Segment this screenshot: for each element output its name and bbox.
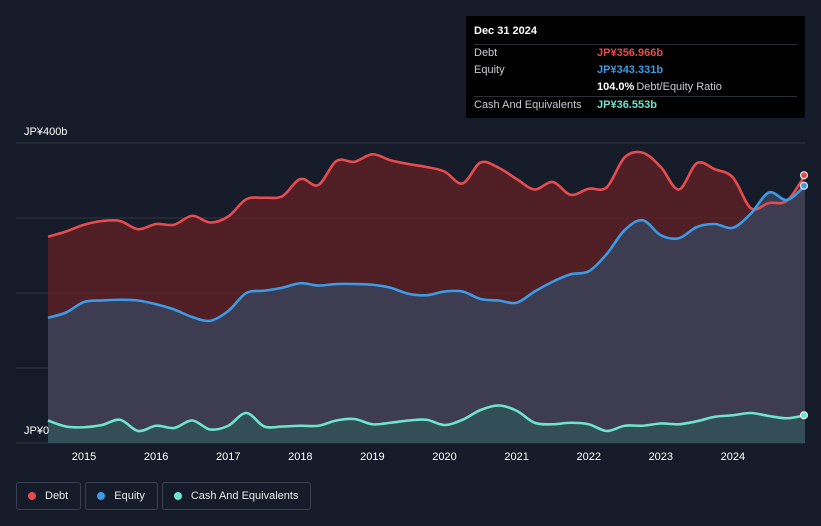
legend-dot-icon: [173, 492, 182, 500]
endpoint-equity: [800, 181, 808, 190]
tooltip-label: Equity: [474, 64, 505, 76]
line-cash-and-equivalents: [47, 404, 806, 433]
x-tick-label: 2021: [504, 451, 528, 463]
legend-item-cash[interactable]: Cash And Equivalents: [161, 482, 312, 510]
legend-label: Equity: [114, 490, 145, 502]
tooltip-row-cash: Cash And Equivalents JP¥36.553b: [474, 96, 797, 114]
tooltip-value: JP¥343.331b: [597, 64, 664, 76]
tooltip-row-equity: Equity JP¥343.331b: [474, 62, 797, 79]
area-equity: [48, 185, 805, 443]
x-tick-label: 2016: [144, 451, 168, 463]
tooltip-ratio-suffix: Debt/Equity Ratio: [636, 81, 722, 93]
legend-label: Cash And Equivalents: [190, 490, 299, 502]
x-tick-label: 2017: [216, 451, 240, 463]
legend: Debt Equity Cash And Equivalents: [16, 482, 312, 510]
tooltip-value: JP¥36.553b: [597, 99, 657, 111]
x-tick-label: 2018: [288, 451, 312, 463]
legend-dot-icon: [97, 492, 106, 500]
x-tick-label: 2022: [576, 451, 600, 463]
x-tick-label: 2020: [432, 451, 456, 463]
x-tick-label: 2023: [649, 451, 673, 463]
legend-item-debt[interactable]: Debt: [16, 482, 82, 510]
line-equity: [47, 184, 806, 323]
legend-label: Debt: [45, 490, 69, 502]
legend-item-equity[interactable]: Equity: [85, 482, 158, 510]
y-tick-label-top: JP¥400b: [24, 126, 68, 138]
y-tick-label-bottom: JP¥0: [24, 425, 50, 437]
tooltip-label: [474, 79, 597, 96]
endpoint-cash-and-equivalents: [800, 411, 808, 420]
tooltip-label: Cash And Equivalents: [474, 99, 582, 111]
legend-dot-icon: [28, 492, 36, 500]
tooltip-row-debt: Debt JP¥356.966b: [474, 44, 797, 62]
x-tick-label: 2024: [721, 451, 745, 463]
tooltip-value: JP¥356.966b: [597, 47, 664, 59]
endpoint-debt: [800, 171, 808, 180]
line-debt: [47, 150, 807, 238]
x-tick-label: 2019: [360, 451, 384, 463]
tooltip-value: 104.0%: [597, 81, 635, 93]
tooltip-date: Dec 31 2024: [474, 25, 537, 37]
area-cash-and-equivalents: [48, 405, 805, 443]
tooltip-row-ratio: 104.0% Debt/Equity Ratio: [474, 79, 797, 96]
tooltip-panel: Dec 31 2024 Debt JP¥356.966b Equity JP¥3…: [466, 16, 805, 118]
x-tick-label: 2015: [72, 451, 96, 463]
tooltip-label: Debt: [474, 47, 498, 59]
